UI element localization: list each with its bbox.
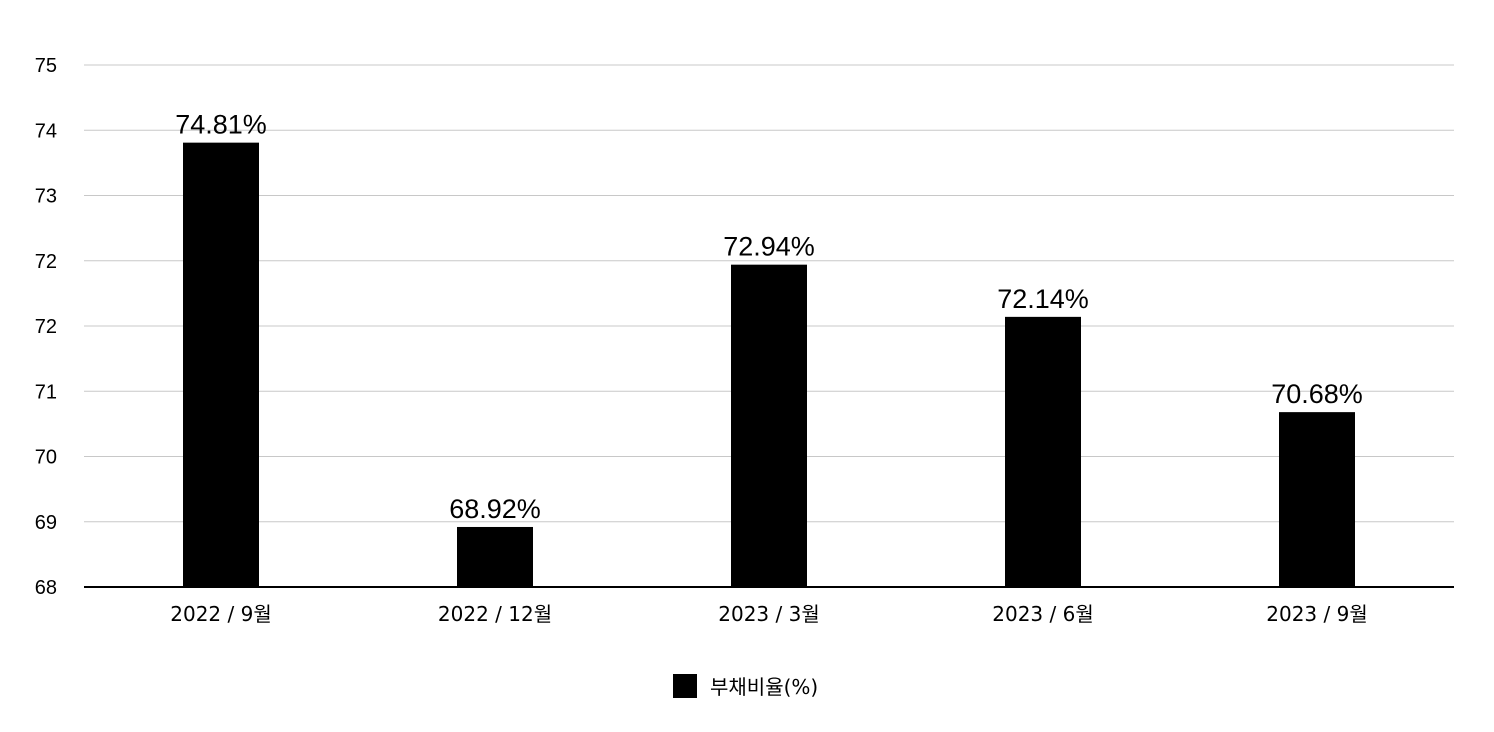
bar <box>457 526 533 587</box>
y-tick-label: 71 <box>35 381 57 403</box>
y-tick-label: 72 <box>35 316 57 338</box>
y-tick-label: 74 <box>35 120 57 142</box>
data-label: 70.68% <box>1271 379 1363 409</box>
y-tick-label: 70 <box>35 447 57 469</box>
legend-swatch <box>673 674 697 698</box>
legend-label: 부채비율(%) <box>710 675 818 699</box>
y-tick-label: 69 <box>35 512 57 534</box>
y-tick-label: 72 <box>35 251 57 273</box>
x-tick-label: 2023 / 9월 <box>1266 602 1367 626</box>
bar <box>1005 316 1081 587</box>
x-tick-label: 2023 / 6월 <box>992 602 1093 626</box>
bar <box>731 264 807 587</box>
y-axis-tick-labels: 68 69 70 71 72 72 73 74 75 <box>35 55 57 599</box>
bar <box>183 142 259 587</box>
x-axis-tick-labels: 2022 / 9월 2022 / 12월 2023 / 3월 2023 / 6월 202… <box>170 602 1367 626</box>
x-tick-label: 2022 / 12월 <box>438 602 552 626</box>
y-tick-label: 75 <box>35 55 57 77</box>
legend: 부채비율(%) <box>673 674 818 699</box>
x-tick-label: 2022 / 9월 <box>170 602 271 626</box>
data-label: 72.94% <box>723 232 815 262</box>
data-labels: 74.81% 68.92% 72.94% 72.14% 70.68% <box>175 110 1363 524</box>
data-label: 72.14% <box>997 284 1089 314</box>
y-tick-label: 68 <box>35 577 57 599</box>
x-tick-label: 2023 / 3월 <box>718 602 819 626</box>
data-label: 68.92% <box>449 494 541 524</box>
bars <box>183 142 1355 587</box>
data-label: 74.81% <box>175 110 267 140</box>
y-tick-label: 73 <box>35 186 57 208</box>
bar <box>1279 412 1355 587</box>
